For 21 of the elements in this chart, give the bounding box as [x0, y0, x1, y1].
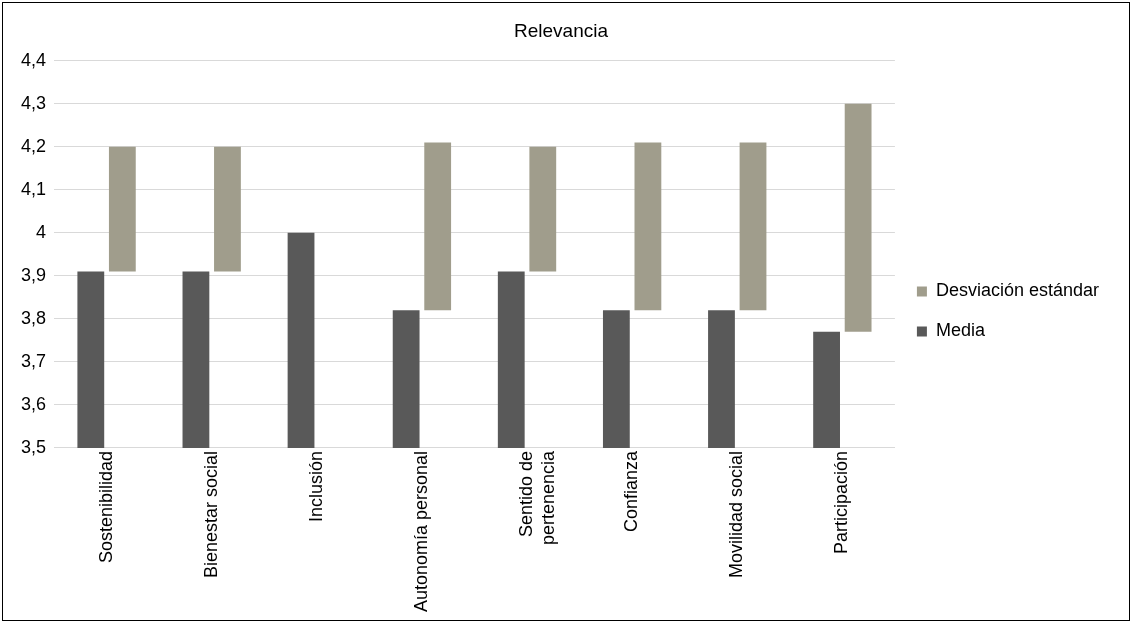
legend-label: Media [935, 320, 986, 341]
x-tick-label: Inclusión [305, 450, 326, 522]
y-tick-label: 3,7 [20, 350, 47, 371]
x-tick-label: Movilidad social [726, 450, 747, 578]
y-tick-label: 4,1 [20, 178, 47, 199]
x-tick-label: Sentido de pertenencia [515, 449, 558, 545]
legend-label: Desviación estándar [935, 280, 1100, 301]
y-tick-label: 3,6 [20, 393, 47, 414]
y-tick-label: 3,5 [20, 436, 47, 457]
y-tick-label: 4 [36, 221, 47, 242]
x-tick-label: Confianza [621, 449, 642, 532]
y-tick-label: 3,9 [20, 264, 47, 285]
y-tick-label: 4,4 [20, 49, 47, 70]
chart-title: Relevancia [514, 19, 609, 41]
x-tick-label: Sostenibilidad [95, 450, 116, 563]
y-tick-label: 3,8 [20, 307, 47, 328]
x-tick-label: Autonomía personal [410, 450, 431, 613]
y-tick-label: 4,3 [20, 92, 47, 113]
x-tick-label: Participación [831, 450, 852, 554]
y-tick-label: 4,2 [20, 135, 47, 156]
x-tick-label: Bienestar social [200, 450, 221, 578]
